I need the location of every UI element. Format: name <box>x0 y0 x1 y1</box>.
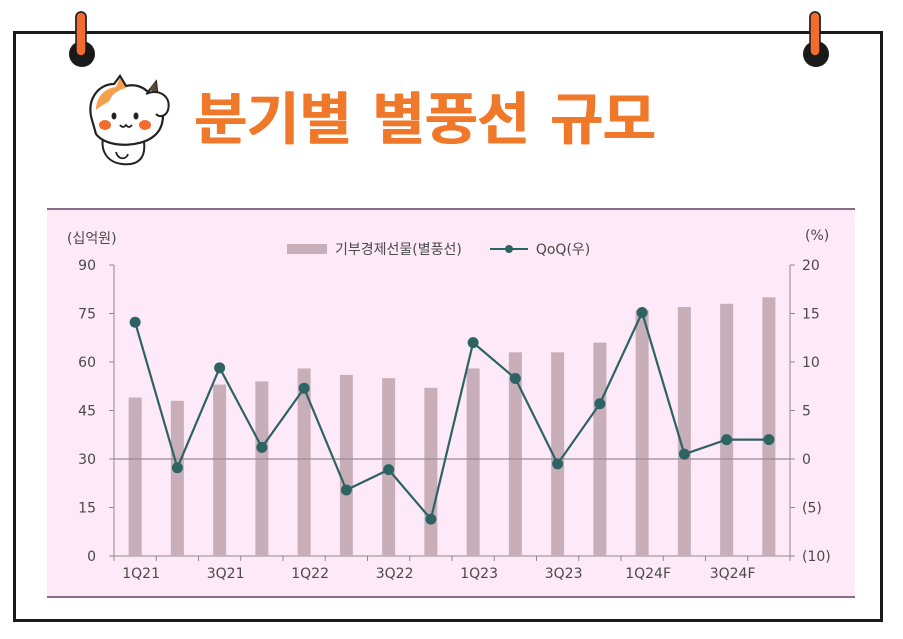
qoq-point-4Q21 <box>256 441 268 453</box>
bar-3Q21 <box>213 384 227 556</box>
qoq-point-2Q22 <box>340 484 352 496</box>
qoq-point-1Q22 <box>298 382 310 394</box>
qoq-point-1Q23 <box>467 337 479 349</box>
qoq-point-4Q23 <box>594 398 606 410</box>
qoq-point-2Q23 <box>509 372 521 384</box>
binder-ring-left-front <box>69 11 95 67</box>
bar-3Q24F <box>720 303 734 556</box>
qoq-point-3Q24F <box>721 434 733 446</box>
x-tick-label: 1Q24F <box>625 566 671 582</box>
qoq-point-1Q24F <box>636 307 648 319</box>
x-tick-label: 1Q22 <box>291 566 329 582</box>
right-tick-label: (5) <box>802 501 822 517</box>
bar-1Q21 <box>128 397 142 556</box>
right-tick-label: 5 <box>802 404 811 420</box>
bar-1Q23 <box>466 368 480 556</box>
left-tick-label: 30 <box>78 452 96 468</box>
binder-ring-right-front <box>803 11 829 67</box>
right-tick-label: 15 <box>802 307 820 323</box>
legend-bar-label: 기부경제선물(별풍선) <box>335 242 462 258</box>
left-tick-label: 75 <box>78 307 96 323</box>
right-tick-label: (10) <box>802 549 831 565</box>
right-axis-unit: (%) <box>805 228 830 244</box>
left-tick-label: 90 <box>78 258 96 274</box>
page-title: 분기별 별풍선 규모 <box>195 88 657 153</box>
bar-2Q22 <box>339 374 353 556</box>
chart-legend: 기부경제선물(별풍선) QoQ(우) <box>287 239 590 259</box>
qoq-point-2Q21 <box>171 462 183 474</box>
x-tick-label: 3Q22 <box>376 566 414 582</box>
x-tick-label: 1Q21 <box>122 566 160 582</box>
legend-line-swatch <box>489 245 528 253</box>
qoq-line <box>134 309 769 522</box>
right-tick-label: 0 <box>802 452 811 468</box>
left-tick-label: 45 <box>78 404 96 420</box>
x-tick-label: 3Q24F <box>710 566 756 582</box>
bar-1Q22 <box>297 368 311 556</box>
bar-4Q22 <box>424 387 438 556</box>
qoq-point-3Q21 <box>214 362 226 374</box>
chart-svg: 0 15 30 45 60 75 90 (10) (5) 0 5 10 15 20 1Q21 3Q21 1Q22… <box>47 208 855 598</box>
bar-3Q23 <box>551 352 565 556</box>
left-tick-label: 15 <box>78 501 96 517</box>
right-tick-label: 10 <box>802 355 820 371</box>
x-tick-label: 3Q21 <box>207 566 245 582</box>
qoq-point-1Q21 <box>129 316 141 328</box>
qoq-point-4Q24F <box>763 434 775 446</box>
x-tick-label: 3Q23 <box>545 566 583 582</box>
bar-4Q24F <box>762 297 776 556</box>
bar-4Q21 <box>255 381 269 556</box>
chart-panel: 0 15 30 45 60 75 90 (10) (5) 0 5 10 15 20 1Q21 3Q21 1Q22… <box>47 208 855 598</box>
bar-1Q24F <box>635 310 649 556</box>
bar-2Q23 <box>508 352 522 556</box>
x-tick-label: 1Q23 <box>460 566 498 582</box>
left-tick-label: 60 <box>78 355 96 371</box>
qoq-point-2Q24F <box>678 448 690 460</box>
bar-4Q23 <box>593 342 607 556</box>
left-axis-unit: (십억원) <box>67 231 117 247</box>
bar-2Q21 <box>170 400 184 556</box>
qoq-point-3Q22 <box>383 464 395 476</box>
chart-background <box>47 208 855 598</box>
right-tick-label: 20 <box>802 258 820 274</box>
qoq-point-3Q23 <box>552 458 564 470</box>
bar-2Q24F <box>677 307 691 556</box>
left-tick-label: 0 <box>87 549 96 565</box>
qoq-point-4Q22 <box>425 513 437 525</box>
legend-bar-swatch <box>287 244 327 254</box>
legend-line-label: QoQ(우) <box>535 242 591 258</box>
cat-mascot-illustration <box>89 74 170 166</box>
